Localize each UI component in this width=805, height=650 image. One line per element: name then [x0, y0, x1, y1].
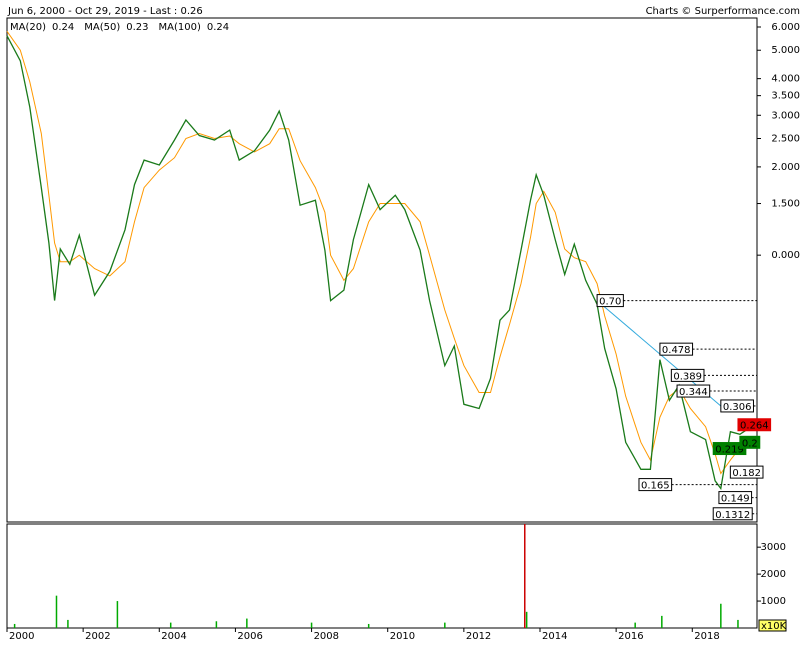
unit-box	[758, 619, 787, 632]
volume-bar	[246, 618, 248, 628]
x-tick-label: 2014	[542, 631, 567, 642]
price-panel	[6, 17, 758, 523]
price-label: 0.149	[721, 494, 750, 505]
volume-tick-label: 2000	[761, 569, 786, 580]
volume-bar	[524, 524, 526, 628]
y-tick-label: 3.000	[771, 110, 800, 121]
volume-bar	[169, 622, 172, 628]
x-tick-label: 2002	[85, 631, 110, 642]
volume-bar	[67, 619, 69, 628]
legend-value: 0.23	[126, 22, 148, 33]
y-tick-label: 3.500	[771, 91, 800, 102]
y-tick-label: 4.000	[771, 74, 800, 85]
volume-bar	[661, 615, 663, 628]
price-label: 0.70	[599, 297, 621, 308]
credit: Charts © Surperformance.com	[646, 6, 800, 17]
legend-name: MA(100)	[159, 22, 201, 33]
price-label: 0.1312	[715, 510, 750, 521]
price-label-box	[739, 435, 761, 449]
y-tick-label: 5.000	[771, 45, 800, 56]
volume-bar	[444, 622, 446, 628]
x-tick-label: 2000	[9, 631, 34, 642]
volume-tick-label: 1000	[761, 596, 786, 607]
x-tick-label: 2010	[390, 631, 415, 642]
chart-title: Jun 6, 2000 - Oct 29, 2019 - Last : 0.26	[7, 6, 203, 17]
price-label: 0.165	[641, 481, 670, 492]
price-line	[6, 35, 752, 491]
x-tick-label: 2018	[694, 631, 719, 642]
legend-name: MA(20)	[10, 22, 46, 33]
volume-bar	[13, 623, 16, 628]
volume-bar	[720, 603, 722, 628]
x-tick-label: 2016	[618, 631, 643, 642]
x-tick-label: 2012	[466, 631, 491, 642]
price-label: 0.478	[662, 345, 691, 356]
y-tick-label: 1.500	[771, 199, 800, 210]
x-tick-label: 2006	[237, 631, 262, 642]
price-label: 0.182	[732, 468, 761, 479]
volume-unit: x10K	[761, 621, 787, 632]
volume-bar	[215, 621, 218, 628]
price-label: 0.344	[679, 387, 708, 398]
y-tick-label: 2.000	[771, 162, 800, 173]
x-tick-label: 2004	[161, 631, 186, 642]
price-label: 0.306	[723, 402, 752, 413]
volume-bar	[634, 622, 636, 628]
price-label: 0.2	[742, 438, 758, 449]
legend-value: 0.24	[207, 22, 229, 33]
volume-bar	[737, 619, 739, 628]
volume-bar	[310, 622, 313, 628]
price-label: 0.389	[673, 371, 702, 382]
volume-panel	[6, 523, 758, 629]
price-label: 0.219	[715, 445, 744, 456]
volume-bar	[116, 601, 119, 628]
x-tick-label: 2008	[314, 631, 339, 642]
y-tick-label: 6.000	[771, 22, 800, 33]
price-label-box	[737, 418, 772, 432]
legend-name: MA(50)	[84, 22, 120, 33]
volume-tick-label: 3000	[761, 542, 786, 553]
volume-bar	[55, 595, 58, 628]
price-label-box	[729, 465, 764, 479]
volume-bar	[525, 611, 528, 628]
y-tick-label: 2.500	[771, 133, 800, 144]
price-label: 0.264	[740, 421, 769, 432]
volume-bar	[367, 623, 370, 628]
y-tick-label: 0.000	[771, 250, 800, 261]
legend-value: 0.24	[52, 22, 74, 33]
